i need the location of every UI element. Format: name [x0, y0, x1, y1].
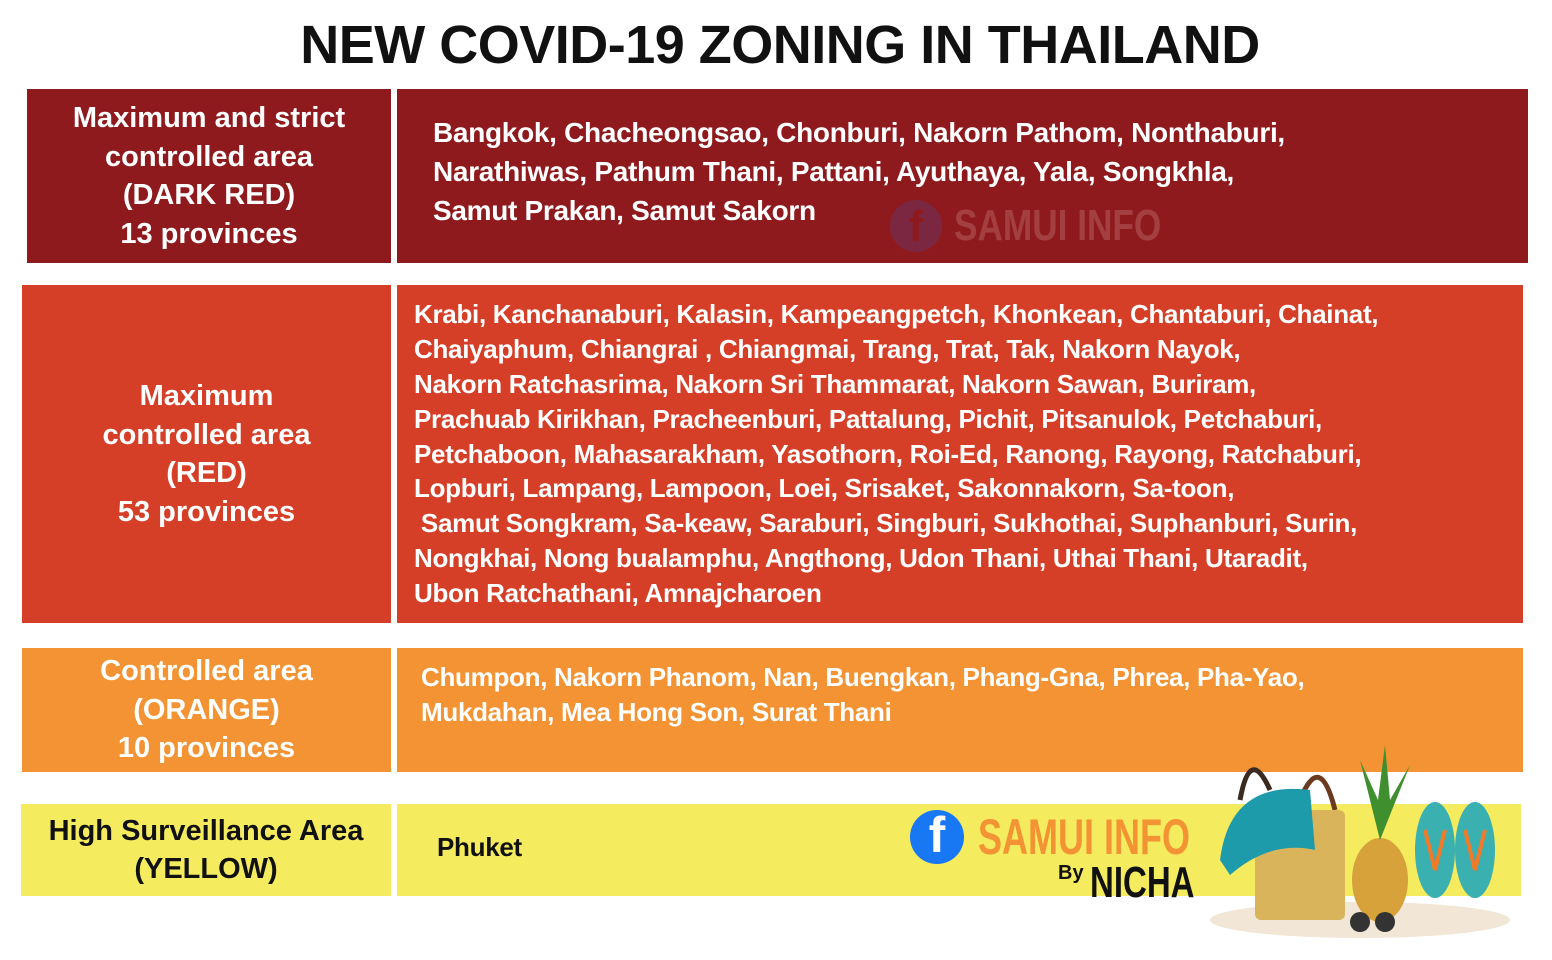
- zone-provinces-red: Krabi, Kanchanaburi, Kalasin, Kampeangpe…: [397, 285, 1523, 623]
- label-line: controlled area: [105, 140, 313, 173]
- province-line: Nakorn Ratchasrima, Nakorn Sri Thammarat…: [414, 369, 1256, 399]
- province-line: Chaiyaphum, Chiangrai , Chiangmai, Trang…: [414, 334, 1241, 365]
- logo-by: By: [1058, 862, 1084, 884]
- zone-label-red: Maximum controlled area (RED) 53 provinc…: [22, 285, 391, 623]
- beach-bag-illustration: [1210, 745, 1510, 938]
- province-line: Ubon Ratchathani, Amnajcharoen: [414, 577, 822, 608]
- watermark-text: SAMUI INFO: [954, 201, 1162, 250]
- label-line: controlled area: [102, 418, 311, 451]
- province-line: Samut Prakan, Samut Sakorn: [433, 194, 816, 226]
- label-line: (RED): [166, 457, 247, 489]
- province-line: Petchaboon, Mahasarakham, Yasothorn, Roi…: [414, 438, 1362, 469]
- province-line: Samut Songkram, Sa-keaw, Saraburi, Singb…: [414, 508, 1358, 539]
- label-line: Maximum: [139, 380, 274, 412]
- page-title: NEW COVID-19 ZONING IN THAILAND: [300, 15, 1260, 75]
- samui-info-logo: f SAMUI INFO By NICHA: [910, 808, 1210, 908]
- zone-provinces-orange: Chumpon, Nakorn Phanom, Nan, Buengkan, P…: [397, 648, 1523, 772]
- province-line: Lopburi, Lampang, Lampoon, Loei, Srisake…: [414, 473, 1235, 504]
- logo-nicha: NICHA: [1090, 858, 1195, 907]
- label-line: (DARK RED): [122, 179, 296, 211]
- label-line: (ORANGE): [133, 693, 280, 726]
- zone-label-dark-red: Maximum and strict controlled area (DARK…: [27, 89, 391, 263]
- province-line: Chumpon, Nakorn Phanom, Nan, Buengkan, P…: [421, 662, 1305, 692]
- label-line: Maximum and strict: [72, 102, 346, 134]
- logo-samui-info: SAMUI INFO: [978, 809, 1190, 865]
- zone-label-orange: Controlled area (ORANGE) 10 provinces: [22, 648, 391, 772]
- label-line: 53 provinces: [117, 495, 296, 528]
- label-line: (YELLOW): [134, 853, 278, 885]
- province-line: Krabi, Kanchanaburi, Kalasin, Kampeangpe…: [414, 299, 1379, 330]
- label-line: 10 provinces: [117, 732, 296, 765]
- facebook-icon: f: [890, 200, 942, 252]
- zone-label-yellow: High Surveillance Area (YELLOW): [21, 804, 391, 896]
- facebook-icon: f: [910, 810, 964, 864]
- label-line: Controlled area: [100, 655, 313, 688]
- watermark: f SAMUI INFO: [890, 200, 1213, 252]
- province-line: Bangkok, Chacheongsao, Chonburi, Nakorn …: [433, 116, 1285, 148]
- province-line: Mukdahan, Mea Hong Son, Surat Thani: [421, 697, 892, 727]
- province-line: Narathiwas, Pathum Thani, Pattani, Ayuth…: [433, 155, 1234, 187]
- province-line: Nongkhai, Nong bualamphu, Angthong, Udon…: [414, 542, 1308, 573]
- province-line: Prachuab Kirikhan, Pracheenburi, Pattalu…: [414, 403, 1322, 434]
- label-line: High Surveillance Area: [48, 814, 364, 847]
- label-line: 13 provinces: [120, 217, 298, 250]
- zone-provinces-dark-red: Bangkok, Chacheongsao, Chonburi, Nakorn …: [397, 89, 1528, 263]
- province-line: Phuket: [437, 831, 522, 862]
